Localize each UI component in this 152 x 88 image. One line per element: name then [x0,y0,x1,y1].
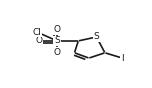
Text: I: I [121,54,124,63]
Text: S: S [94,32,99,41]
Text: O: O [54,25,60,34]
Text: O: O [54,48,60,57]
Text: Cl: Cl [33,28,42,37]
Text: O: O [35,36,42,45]
Text: S: S [54,36,60,45]
